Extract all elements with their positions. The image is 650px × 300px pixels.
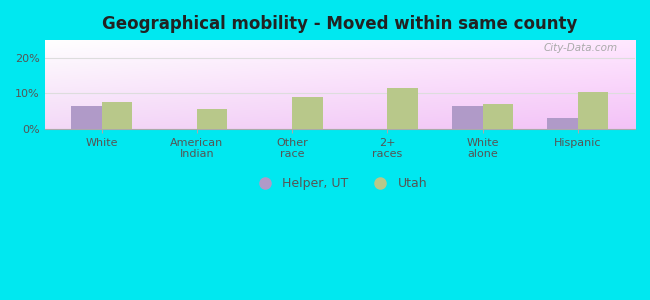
Title: Geographical mobility - Moved within same county: Geographical mobility - Moved within sam… — [102, 15, 577, 33]
Bar — [292, 97, 322, 129]
Bar — [578, 92, 608, 129]
Bar — [387, 88, 418, 129]
Bar — [547, 118, 578, 129]
Bar — [102, 102, 132, 129]
Legend: Helper, UT, Utah: Helper, UT, Utah — [248, 172, 432, 195]
Bar — [483, 104, 513, 129]
Bar — [72, 106, 102, 129]
Bar — [452, 106, 483, 129]
Bar — [197, 109, 227, 129]
Text: City-Data.com: City-Data.com — [543, 43, 618, 53]
